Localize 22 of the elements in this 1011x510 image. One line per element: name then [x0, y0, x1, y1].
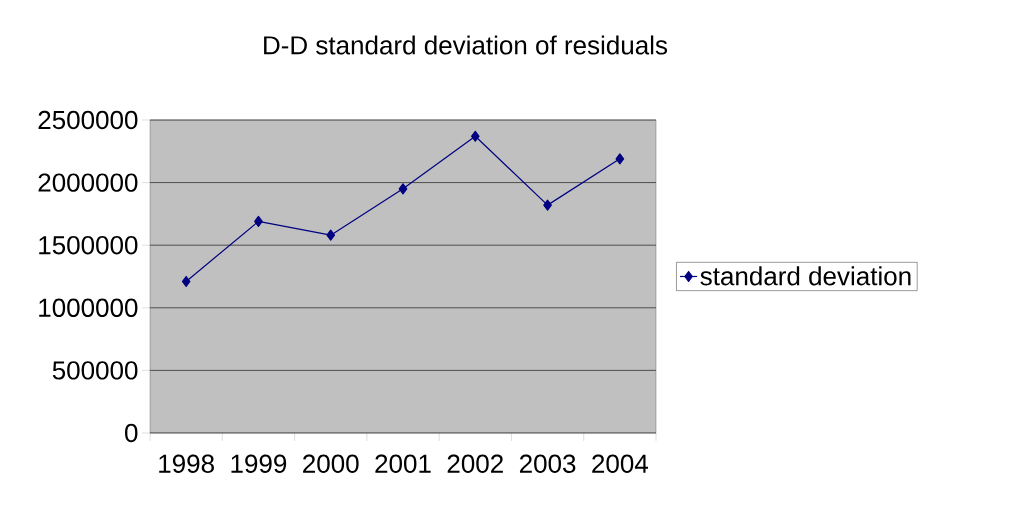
point: [181, 275, 191, 288]
y-tick-label: 1500000: [39, 235, 138, 255]
y-tick-label: 1000000: [39, 298, 138, 317]
y-tick-label: 2000000: [38, 173, 138, 192]
y-tick-label: 500000: [52, 361, 138, 380]
chart-title: D-D standard deviation of residuals: [264, 35, 668, 55]
x-tick-label: 1999: [231, 454, 287, 473]
point: [470, 130, 480, 142]
point: [398, 183, 408, 195]
y-tick-label: 0: [125, 423, 138, 443]
x-tick-label: 2001: [375, 454, 431, 473]
point: [543, 199, 552, 211]
legend-label: standard deviation: [700, 266, 911, 286]
point: [254, 215, 263, 227]
point: [615, 153, 625, 165]
y-tick-label: 2500000: [38, 110, 138, 130]
x-tick-label: 2000: [303, 454, 359, 473]
x-tick-label: 2002: [447, 454, 503, 473]
x-tick-label: 2003: [519, 454, 576, 473]
x-tick-label: 2004: [592, 454, 649, 473]
x-tick-label: 1998: [159, 454, 214, 473]
point: [326, 229, 336, 241]
